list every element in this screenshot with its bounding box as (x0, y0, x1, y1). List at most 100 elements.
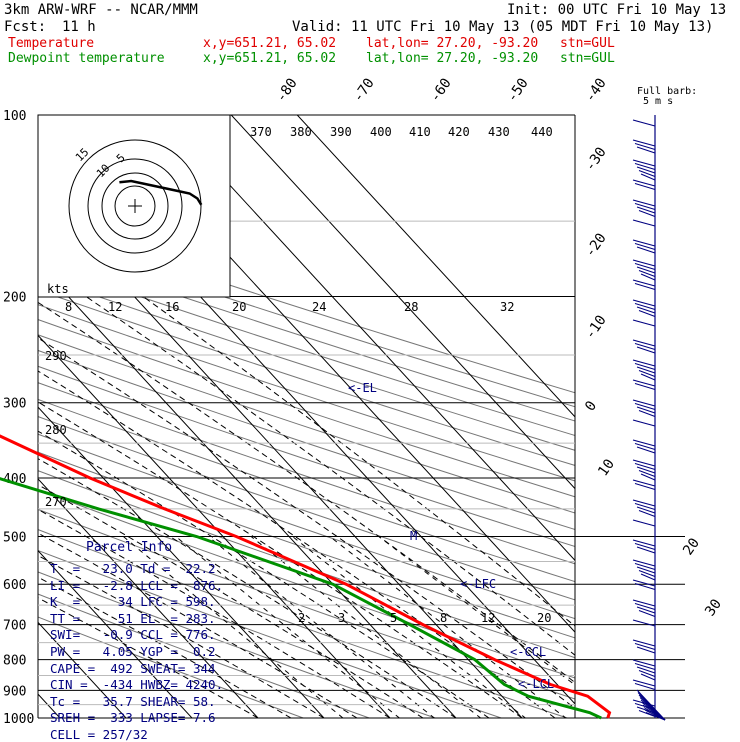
theta-e-label: 16 (165, 300, 179, 314)
pressure-tick-label: 100 (3, 109, 26, 124)
dry-adiabat (38, 220, 575, 394)
wind-barb (634, 283, 656, 290)
wind-barb (632, 579, 656, 587)
wind-barb (632, 119, 656, 127)
isotherm-line (38, 262, 457, 718)
wind-barb (634, 383, 656, 390)
wind-barb (632, 339, 656, 347)
dry-adiabat (38, 616, 305, 718)
wind-barb (645, 712, 666, 721)
dry-adiabat (38, 508, 575, 700)
dry-adiabat (38, 349, 575, 531)
isotherm-label: -50 (504, 75, 532, 105)
wind-barb (638, 510, 656, 517)
wind-barb (640, 673, 656, 681)
isotherm-label: -70 (350, 75, 378, 105)
wind-barb (636, 646, 656, 654)
wind-barb (632, 599, 656, 607)
parcel-info-row: SWI= -0.9 CCL = 776. (50, 627, 216, 643)
theta-label: 400 (370, 125, 392, 139)
dry-adiabat (38, 319, 575, 498)
dry-adiabat (38, 489, 575, 679)
parcel-info-row: K = 34 LFC = 598. (50, 594, 216, 610)
mixing-ratio-line (378, 536, 575, 686)
dewpoint-legend: Dewpoint temperature (8, 51, 165, 66)
dry-adiabat (38, 289, 575, 466)
moist-adiabat (38, 555, 325, 718)
wind-barb (640, 373, 656, 381)
parcel-info-row: CELL = 257/32 (50, 727, 148, 742)
wind-barb (632, 219, 656, 227)
parcel-info-row: CAPE = 492 SWEAT= 344 (50, 660, 216, 676)
wind-barb (634, 403, 656, 410)
wind-barb (636, 246, 656, 254)
theta-label: 390 (330, 125, 352, 139)
level-marker: M (410, 529, 417, 543)
level-marker: <-LCL (518, 677, 554, 691)
hodograph-ring (114, 185, 156, 227)
wind-barb (636, 506, 656, 514)
wind-barb (636, 346, 656, 354)
wind-barb (638, 410, 656, 417)
dry-adiabat (38, 233, 575, 408)
hodograph-trace (119, 179, 203, 206)
parcel-info-row: TT = 51 EL = 283. (50, 610, 216, 626)
dry-adiabat (38, 593, 371, 718)
temperature-legend: Temperature (8, 36, 95, 51)
theta-tick-label: 280 (45, 423, 67, 437)
barb-legend: 5 m s (643, 96, 673, 107)
wind-barb (632, 619, 656, 627)
dry-adiabat (38, 398, 575, 583)
wind-barb (632, 679, 656, 687)
theta-label: 380 (290, 125, 312, 139)
wind-barb (636, 546, 656, 554)
wind-barb (636, 266, 656, 274)
wind-barb (636, 466, 656, 474)
wind-barb (638, 570, 656, 577)
wind-barb (632, 199, 656, 207)
temperature-xy: x,y=651.21, 65.02 (203, 36, 337, 51)
wind-barb (632, 439, 656, 447)
theta-label: 430 (488, 125, 510, 139)
isotherm-label: -20 (582, 230, 610, 260)
theta-label: 410 (409, 125, 431, 139)
wind-barb (632, 319, 656, 327)
isotherm-label: -80 (273, 75, 301, 105)
theta-e-label: 20 (232, 300, 246, 314)
wind-barb (634, 243, 656, 250)
mixing-ratio-label: 12 (481, 611, 495, 625)
isotherm-label: 20 (680, 535, 703, 558)
parcel-info-row: SREH = 333 LAPSE= 7.6 (50, 710, 216, 726)
theta-e-label: 28 (404, 300, 418, 314)
wind-barb (638, 310, 656, 317)
isotherm-line (164, 115, 575, 562)
theta-e-label: 12 (108, 300, 122, 314)
wind-barb (638, 370, 656, 377)
wind-barb (636, 406, 656, 414)
mixing-ratio-line (207, 536, 436, 718)
dry-adiabat (38, 529, 569, 718)
wind-barb (634, 363, 656, 370)
isotherm-line (38, 406, 325, 718)
mixing-ratio-label: 3 (338, 611, 345, 625)
wind-barb (634, 563, 656, 570)
wind-barb (636, 566, 656, 574)
isotherm-line (38, 549, 193, 718)
pressure-tick-label: 400 (3, 472, 26, 487)
wind-barb (632, 299, 656, 307)
barb-legend: Full barb: (637, 86, 697, 97)
pressure-tick-label: 600 (3, 578, 26, 593)
init-time: Init: 00 UTC Fri 10 May 13 (507, 2, 727, 18)
wind-barb (634, 543, 656, 550)
moist-adiabat (38, 401, 523, 718)
wind-barb (634, 183, 656, 190)
wind-barb (634, 203, 656, 210)
wind-barb (632, 499, 656, 507)
parcel-info-row: CIN = -434 HWBZ= 4240. (50, 677, 224, 693)
temperature-latlon: lat,lon= 27.20, -93.20 (366, 36, 539, 51)
level-marker: <-EL (348, 381, 377, 395)
valid-time: Valid: 11 UTC Fri 10 May 13 (05 MDT Fri … (292, 19, 714, 35)
pressure-tick-label: 800 (3, 654, 26, 669)
wind-barb (634, 483, 656, 490)
